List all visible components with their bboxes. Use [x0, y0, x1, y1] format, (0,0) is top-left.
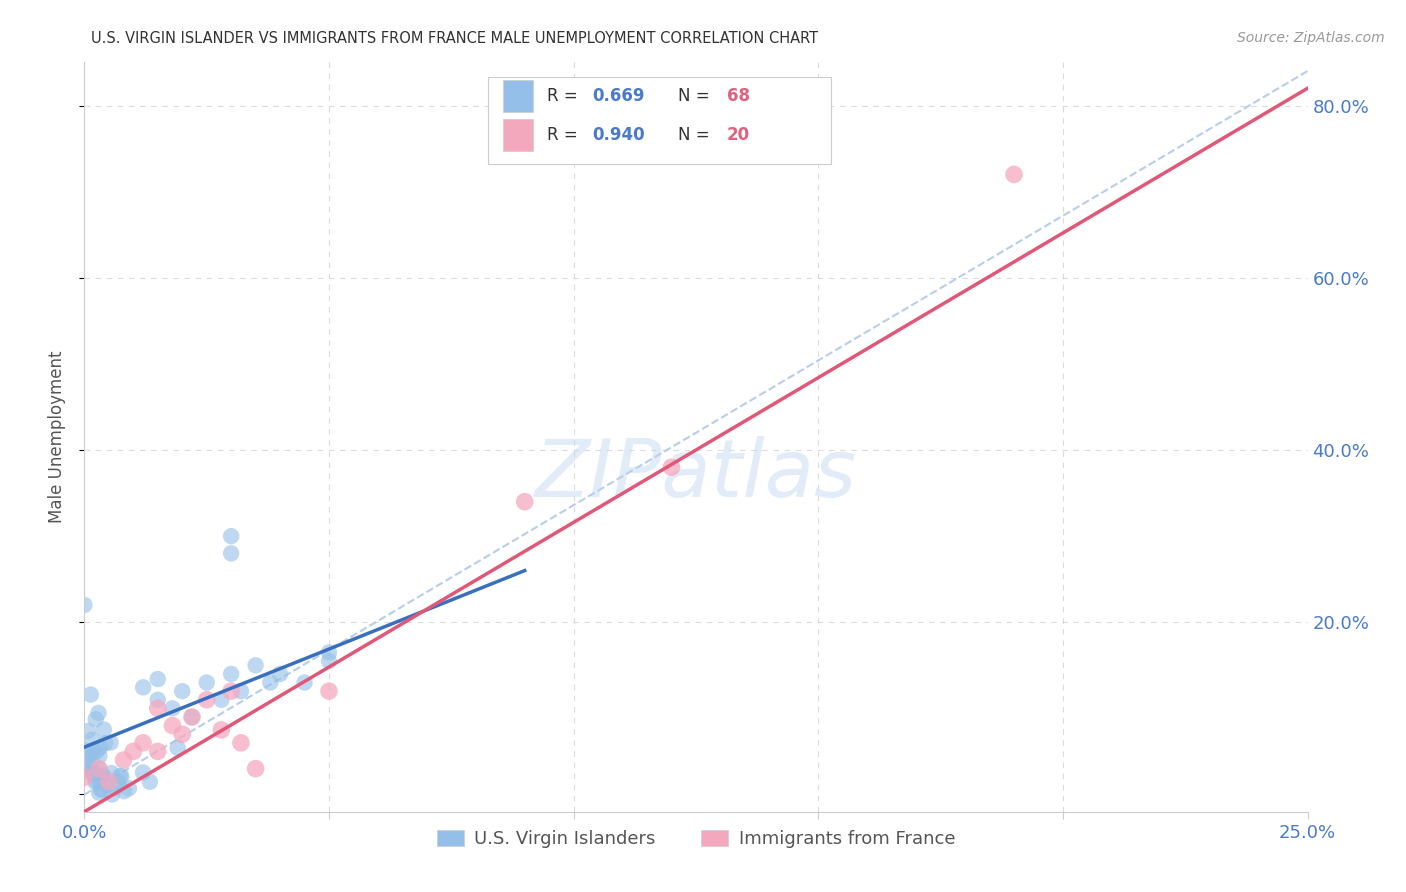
Point: [79, 747, 101, 762]
Point: [172, 684, 194, 698]
Point: [245, 762, 267, 776]
Point: [84, 766, 107, 780]
Text: 68: 68: [727, 87, 749, 105]
Point: [82, 732, 104, 747]
Point: [269, 667, 291, 681]
Text: N =: N =: [678, 87, 714, 105]
Point: [75, 744, 97, 758]
Text: N =: N =: [678, 126, 714, 144]
Point: [219, 684, 242, 698]
Point: [89, 740, 111, 755]
Point: [75, 762, 97, 776]
Point: [93, 723, 115, 737]
Point: [80, 688, 103, 702]
Point: [294, 675, 316, 690]
Bar: [503, 80, 533, 112]
Point: [132, 736, 155, 750]
Point: [84, 775, 107, 789]
Point: [75, 753, 97, 767]
Point: [91, 768, 114, 782]
Point: [76, 724, 98, 739]
Point: [87, 706, 110, 720]
Point: [132, 681, 155, 695]
Point: [89, 774, 111, 789]
Point: [104, 780, 127, 795]
Text: 20: 20: [727, 126, 749, 144]
Point: [97, 774, 120, 789]
Bar: [503, 120, 533, 151]
Text: Source: ZipAtlas.com: Source: ZipAtlas.com: [1237, 31, 1385, 45]
Point: [89, 748, 111, 763]
Point: [84, 772, 107, 787]
Text: R =: R =: [547, 126, 582, 144]
Point: [90, 768, 112, 782]
Point: [209, 692, 232, 706]
Point: [318, 654, 340, 668]
Point: [73, 756, 96, 771]
Point: [513, 494, 536, 508]
Point: [83, 767, 105, 781]
Point: [90, 782, 112, 797]
Y-axis label: Male Unemployment: Male Unemployment: [48, 351, 66, 524]
Point: [100, 736, 122, 750]
Point: [166, 740, 188, 755]
Point: [107, 774, 129, 789]
Point: [181, 710, 204, 724]
Point: [318, 645, 340, 659]
FancyBboxPatch shape: [488, 78, 831, 163]
Point: [245, 658, 267, 673]
Point: [229, 684, 252, 698]
Point: [108, 769, 131, 783]
Point: [146, 692, 169, 706]
Point: [94, 736, 117, 750]
Point: [73, 598, 96, 612]
Text: 0.940: 0.940: [592, 126, 644, 144]
Point: [139, 774, 162, 789]
Point: [195, 675, 218, 690]
Point: [259, 675, 281, 690]
Point: [122, 744, 145, 758]
Point: [661, 460, 683, 475]
Point: [162, 701, 184, 715]
Point: [1002, 168, 1025, 182]
Point: [219, 667, 242, 681]
Point: [90, 769, 112, 783]
Point: [84, 745, 107, 759]
Point: [82, 747, 104, 761]
Point: [146, 672, 169, 686]
Point: [195, 692, 218, 706]
Point: [112, 753, 135, 767]
Point: [219, 546, 242, 560]
Point: [101, 788, 124, 802]
Point: [96, 778, 118, 792]
Point: [84, 712, 107, 726]
Point: [162, 718, 184, 732]
Text: 0.669: 0.669: [592, 87, 644, 105]
Text: ZIPatlas: ZIPatlas: [534, 435, 858, 514]
Point: [79, 764, 101, 779]
Point: [100, 766, 122, 780]
Point: [91, 782, 114, 797]
Text: R =: R =: [547, 87, 582, 105]
Text: U.S. VIRGIN ISLANDER VS IMMIGRANTS FROM FRANCE MALE UNEMPLOYMENT CORRELATION CHA: U.S. VIRGIN ISLANDER VS IMMIGRANTS FROM …: [91, 31, 818, 46]
Point: [132, 765, 155, 780]
Point: [209, 723, 232, 737]
Point: [229, 736, 252, 750]
Point: [146, 701, 169, 715]
Point: [219, 529, 242, 543]
Point: [110, 769, 132, 783]
Point: [172, 727, 194, 741]
Point: [87, 762, 110, 776]
Point: [87, 762, 110, 776]
Point: [112, 784, 135, 798]
Point: [318, 684, 340, 698]
Point: [181, 710, 204, 724]
Point: [87, 786, 110, 800]
Point: [80, 762, 103, 776]
Legend: U.S. Virgin Islanders, Immigrants from France: U.S. Virgin Islanders, Immigrants from F…: [429, 822, 963, 855]
Point: [118, 781, 141, 796]
Point: [146, 744, 169, 758]
Point: [73, 770, 96, 784]
